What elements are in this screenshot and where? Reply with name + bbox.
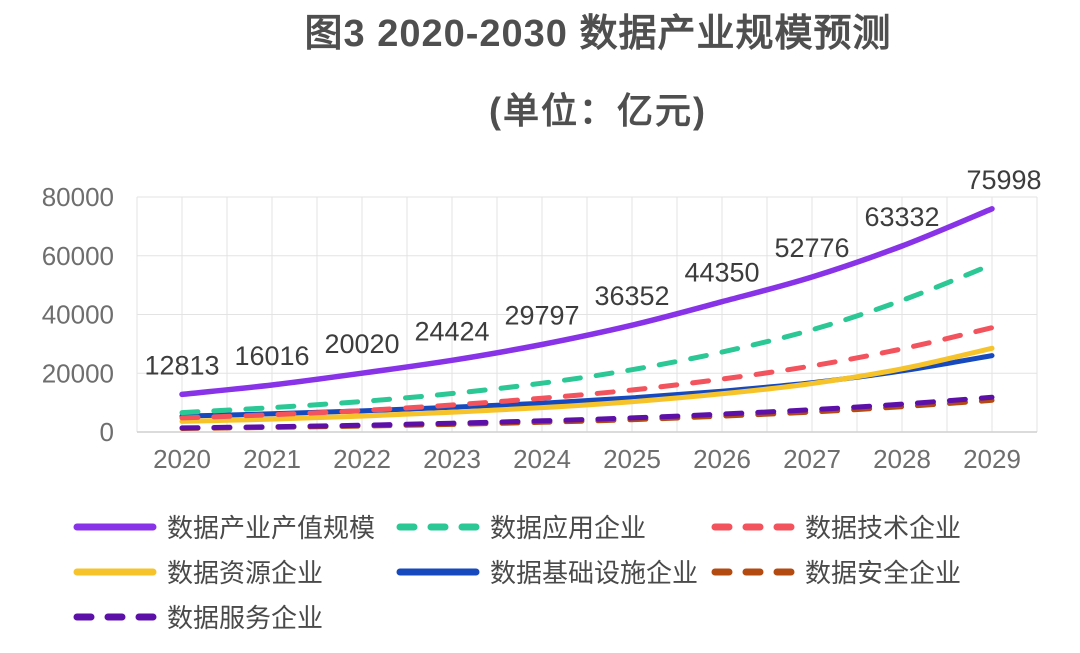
x-axis-tick-label: 2022 — [333, 444, 391, 474]
legend-swatch-icon — [711, 568, 795, 575]
series-line-1 — [179, 206, 995, 398]
legend-item-4: 数据资源企业 — [72, 553, 395, 590]
series-line-7 — [179, 394, 995, 431]
chart-legend: 数据产业产值规模 数据应用企业 数据技术企业数据资源企业 数据基础设施企业 数据安全企业… — [0, 504, 1080, 639]
legend-swatch-icon — [711, 523, 795, 530]
legend-item-1: 数据产业产值规模 — [72, 508, 395, 545]
legend-swatch-icon — [396, 568, 480, 575]
chart-title: 图3 2020-2030 数据产业规模预测 — [304, 13, 892, 55]
x-axis-tick-label: 2028 — [873, 444, 931, 474]
data-label: 52776 — [774, 233, 849, 263]
x-axis-tick-label: 2021 — [243, 444, 301, 474]
legend-label: 数据产业产值规模 — [167, 513, 376, 543]
legend-label: 数据服务企业 — [167, 603, 324, 633]
series-line-2 — [179, 262, 995, 416]
legend-item-6: 数据安全企业 — [710, 553, 1080, 590]
x-axis-tick-label: 2027 — [783, 444, 841, 474]
legend-swatch-icon — [396, 523, 480, 530]
data-label: 29797 — [504, 300, 579, 330]
y-axis-tick-label: 80000 — [42, 182, 114, 212]
legend-label: 数据技术企业 — [805, 513, 962, 543]
data-label: 12813 — [144, 350, 219, 380]
data-label: 75998 — [966, 165, 1041, 195]
legend-item-3: 数据技术企业 — [710, 508, 1080, 545]
series-line-4 — [179, 345, 995, 424]
x-axis-tick-label: 2026 — [693, 444, 751, 474]
legend-swatch-icon — [73, 568, 157, 575]
data-label: 16016 — [234, 341, 309, 371]
legend-item-2: 数据应用企业 — [395, 508, 710, 545]
legend-label: 数据应用企业 — [490, 513, 647, 543]
legend-swatch-icon — [73, 613, 157, 620]
series-line-3 — [179, 325, 995, 421]
legend-label: 数据资源企业 — [167, 558, 324, 588]
data-label: 63332 — [864, 202, 939, 232]
data-label: 24424 — [414, 316, 489, 346]
x-axis-tick-label: 2029 — [963, 444, 1021, 474]
legend-item-7: 数据服务企业 — [72, 598, 395, 635]
legend-label: 数据安全企业 — [805, 558, 962, 588]
y-axis-tick-label: 20000 — [42, 358, 114, 388]
x-axis-tick-label: 2020 — [153, 444, 211, 474]
x-axis-tick-label: 2024 — [513, 444, 571, 474]
legend-item-5: 数据基础设施企业 — [395, 553, 710, 590]
x-axis-tick-label: 2025 — [603, 444, 661, 474]
y-axis-tick-label: 0 — [100, 417, 114, 447]
data-label: 44350 — [684, 258, 759, 288]
data-label: 36352 — [594, 281, 669, 311]
y-axis-tick-label: 60000 — [42, 241, 114, 271]
chart-title-block: 图3 2020-2030 数据产业规模预测 (单位：亿元) — [116, 12, 1080, 134]
legend-label: 数据基础设施企业 — [490, 558, 699, 588]
y-axis-tick-label: 40000 — [42, 300, 114, 330]
chart-subtitle: (单位：亿元) — [489, 89, 707, 131]
x-axis-tick-label: 2023 — [423, 444, 481, 474]
data-label: 20020 — [324, 329, 399, 359]
legend-swatch-icon — [73, 523, 157, 530]
